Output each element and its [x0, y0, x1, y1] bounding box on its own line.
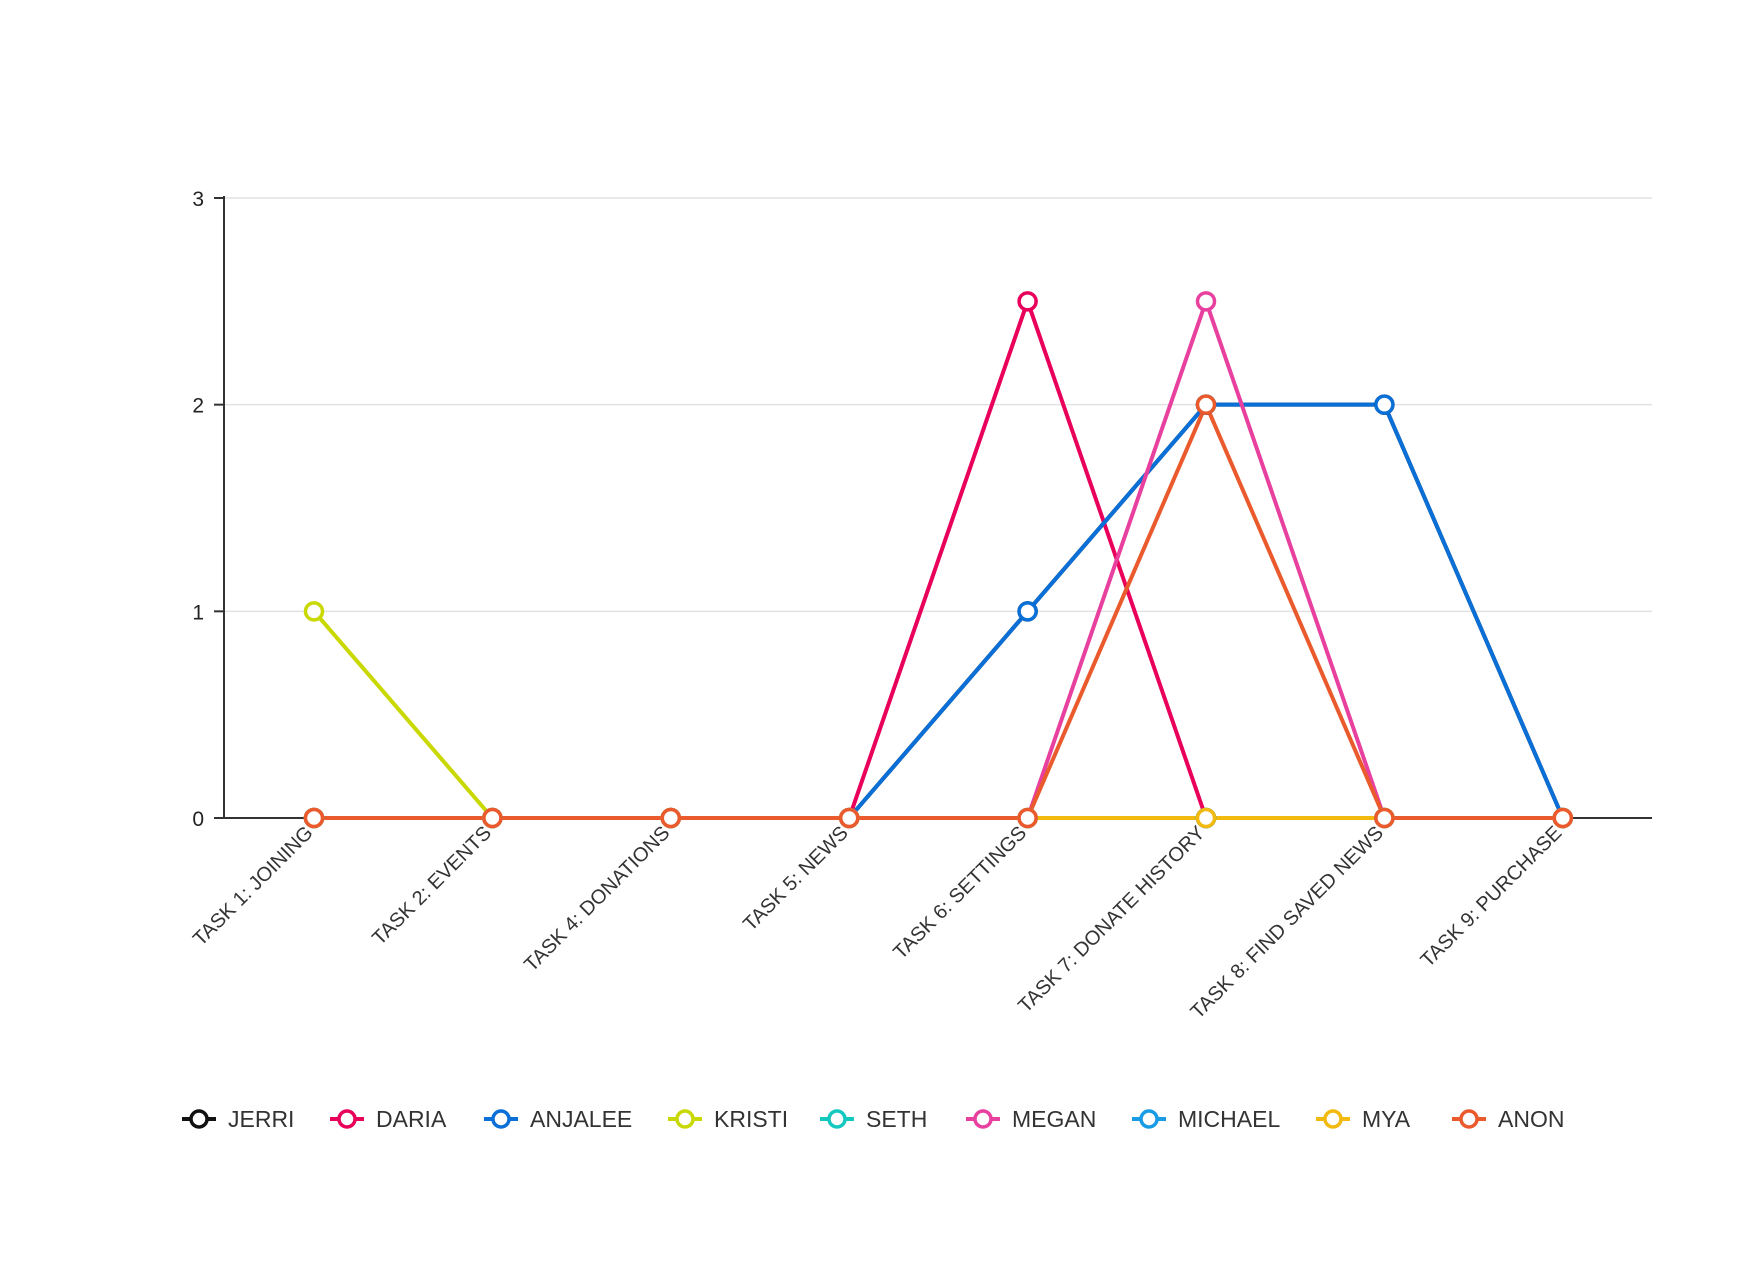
- y-tick-label: 0: [192, 808, 204, 831]
- data-point-anon: [660, 807, 682, 829]
- data-point-anon: [1552, 807, 1574, 829]
- data-point-anon: [482, 807, 503, 829]
- data-point-anjalee: [1017, 601, 1038, 622]
- x-category-label: TASK 7: DONATE HISTORY: [1014, 822, 1209, 1017]
- legend-swatch-marker: [337, 1109, 357, 1129]
- data-point-anjalee: [1374, 394, 1395, 415]
- y-tick-label: 1: [192, 601, 204, 624]
- gridlines: [224, 197, 1652, 613]
- legend-swatch-marker: [675, 1109, 695, 1129]
- data-point-anon: [1195, 394, 1217, 415]
- legend-label: MICHAEL: [1178, 1106, 1280, 1132]
- legend-label: MEGAN: [1012, 1106, 1096, 1132]
- y-tick-label: 3: [192, 188, 204, 211]
- legend-swatch-marker: [1459, 1109, 1479, 1129]
- data-point-megan: [1195, 291, 1217, 312]
- legend: JERRI DARIA ANJALEE KRISTI SETH MEGAN MICHAEL M…: [182, 1106, 1564, 1132]
- x-category-label: TASK 6: SETTINGS: [889, 822, 1031, 964]
- legend-swatch-marker: [973, 1109, 993, 1129]
- data-point-anon: [838, 807, 860, 829]
- x-category-label: TASK 5: NEWS: [739, 822, 853, 936]
- legend-swatch-marker: [827, 1109, 847, 1129]
- data-point-anon: [1017, 807, 1038, 829]
- legend-label: JERRI: [228, 1106, 294, 1132]
- series-line-daria: [314, 299, 1563, 820]
- x-category-label: TASK 2: EVENTS: [368, 822, 496, 950]
- x-category-label: TASK 1: JOINING: [189, 822, 317, 950]
- legend-label: DARIA: [376, 1106, 447, 1132]
- legend-swatch-marker: [1139, 1109, 1159, 1129]
- series-line-anon: [314, 402, 1563, 820]
- legend-label: SETH: [866, 1106, 927, 1132]
- legend-label: ANJALEE: [530, 1106, 632, 1132]
- legend-swatch-marker: [189, 1109, 209, 1129]
- legend-swatch-marker: [491, 1109, 511, 1129]
- legend-label: MYA: [1362, 1106, 1411, 1132]
- x-category-label: TASK 4: DONATIONS: [520, 822, 674, 976]
- data-point-anon: [1374, 807, 1395, 829]
- data-point-anon: [303, 807, 325, 829]
- data-point-mya: [1195, 807, 1217, 829]
- data-point-daria: [1017, 291, 1038, 312]
- data-points: [303, 291, 1574, 829]
- legend-label: ANON: [1498, 1106, 1564, 1132]
- series-lines: [312, 299, 1565, 820]
- x-category-label: TASK 8: FIND SAVED NEWS: [1187, 822, 1388, 1023]
- y-tick-label: 2: [192, 395, 204, 418]
- data-point-kristi: [303, 601, 325, 622]
- legend-swatch-marker: [1323, 1109, 1343, 1129]
- legend-label: KRISTI: [714, 1106, 788, 1132]
- x-category-label: TASK 9: PURCHASE: [1417, 822, 1567, 972]
